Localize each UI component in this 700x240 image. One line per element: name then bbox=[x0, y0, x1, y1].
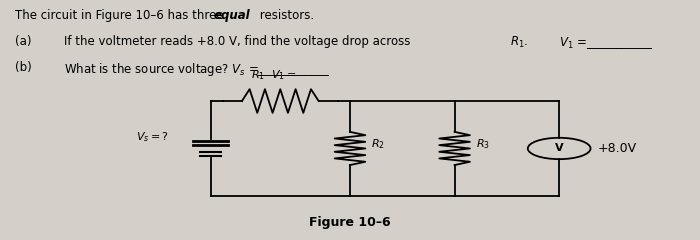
Text: If the voltmeter reads +8.0 V, find the voltage drop across: If the voltmeter reads +8.0 V, find the … bbox=[64, 35, 414, 48]
Text: (b): (b) bbox=[15, 61, 32, 74]
Text: $R_3$: $R_3$ bbox=[475, 137, 489, 151]
Text: equal: equal bbox=[214, 8, 251, 22]
Text: $R_2$: $R_2$ bbox=[371, 137, 385, 151]
Text: $V_s = ?$: $V_s = ?$ bbox=[136, 130, 169, 144]
Text: V: V bbox=[555, 144, 564, 153]
Text: $R_1$.: $R_1$. bbox=[510, 35, 528, 50]
Text: resistors.: resistors. bbox=[256, 8, 314, 22]
Text: The circuit in Figure 10–6 has three: The circuit in Figure 10–6 has three bbox=[15, 8, 228, 22]
Text: What is the source voltage? $V_s$ =____________: What is the source voltage? $V_s$ =_____… bbox=[64, 61, 330, 78]
Text: $V_1$ =___________: $V_1$ =___________ bbox=[552, 35, 654, 51]
Text: +8.0V: +8.0V bbox=[598, 142, 636, 155]
Text: Figure 10–6: Figure 10–6 bbox=[309, 216, 391, 229]
Text: $R_1$  $V_1=$: $R_1$ $V_1=$ bbox=[251, 68, 296, 82]
Text: (a): (a) bbox=[15, 35, 32, 48]
